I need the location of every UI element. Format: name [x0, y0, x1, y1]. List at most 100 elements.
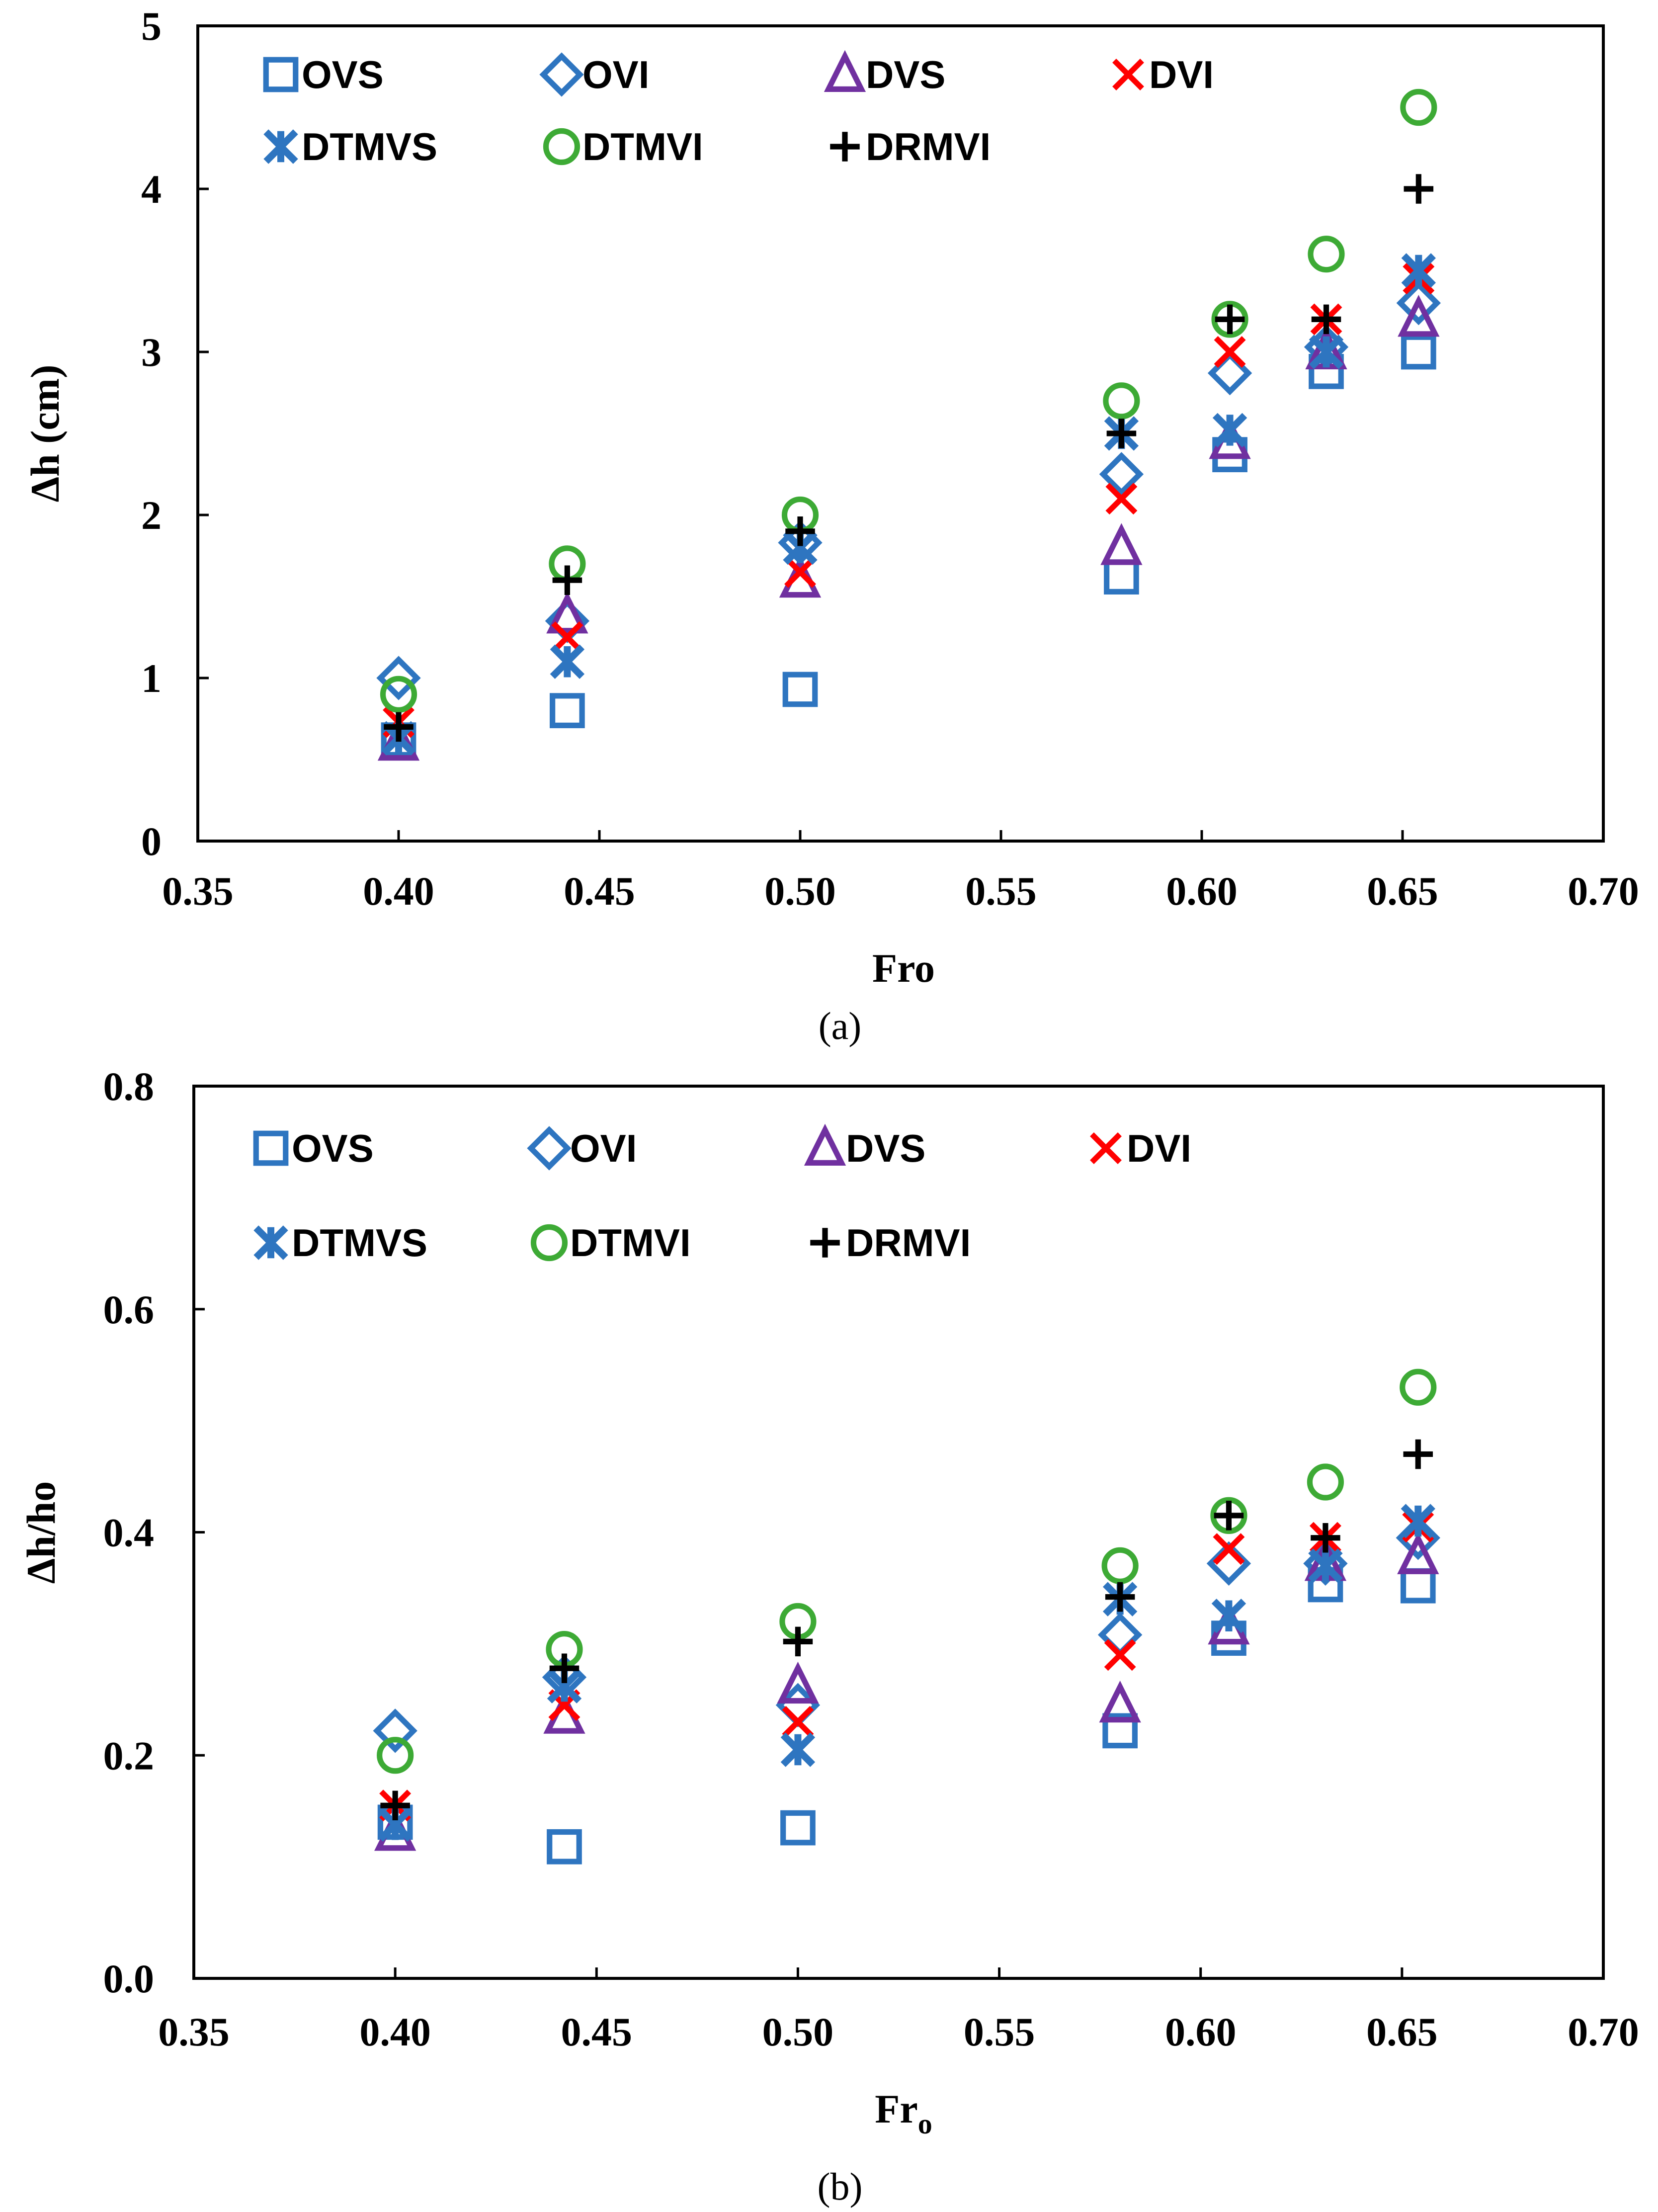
x-axis-title-sub-b: o: [918, 2108, 932, 2140]
y-tick-label-b: 0.2: [103, 1733, 155, 1778]
series-ovs-b: [377, 1567, 1436, 1865]
point-ovi-b: [373, 1708, 417, 1753]
point-ovi-a: [1396, 280, 1441, 326]
point-ovs-b: [1102, 1713, 1138, 1749]
legend-label-dvi-b: DVI: [1127, 1126, 1191, 1170]
point-dvs-a: [377, 718, 420, 761]
point-drmvi-b: [380, 1790, 410, 1820]
point-dvs-b: [1397, 1532, 1439, 1574]
legend-label-drmvi-a: DRMVI: [866, 125, 991, 169]
x-tick-label-b: 0.45: [561, 2009, 633, 2054]
point-ovs-a: [1104, 559, 1139, 595]
y-axis-title-b: Δh/ho: [18, 1481, 64, 1584]
point-dtmvi-a: [1308, 236, 1345, 273]
legend-marker-dtmvi-a: [543, 128, 580, 166]
point-ovi-a: [1207, 350, 1252, 396]
point-dvs-a: [546, 592, 588, 634]
caption-b: (b): [818, 2165, 863, 2208]
legend-marker-drmvi-a: [830, 132, 860, 162]
series-dvs-a: [377, 295, 1440, 761]
point-dtmvs-a: [1401, 253, 1436, 288]
legend-label-ovi-a: OVI: [582, 53, 649, 96]
point-dtmvi-b: [377, 1737, 414, 1774]
point-dtmvs-b: [1401, 1504, 1435, 1538]
point-ovs-b: [780, 1810, 816, 1846]
plot-frame-b: [192, 1085, 1605, 1980]
point-dtmvs-b: [780, 1732, 816, 1767]
point-drmvi-b: [783, 1626, 813, 1657]
legend-marker-ovi-a: [539, 52, 584, 97]
y-tick-label-a: 1: [141, 656, 162, 701]
series-dvi-b: [379, 1511, 1434, 1822]
legend-a: OVS OVI DVS DVI DTMVS DTMVI DRMVI: [263, 50, 1214, 169]
point-ovi-b: [1097, 1613, 1143, 1657]
legend-marker-dvi-b: [1090, 1132, 1122, 1164]
x-tick-label-a: 0.40: [363, 868, 434, 914]
point-dtmvi-a: [1211, 301, 1248, 338]
point-dtmvi-a: [380, 676, 417, 713]
x-tick-label-a: 0.55: [965, 868, 1037, 914]
legend-marker-dtmvs-b: [253, 1225, 288, 1260]
x-tick-label-b: 0.35: [158, 2009, 230, 2054]
x-tick-label-b: 0.55: [964, 2009, 1035, 2054]
series-dvs-b: [374, 1532, 1439, 1851]
point-dvs-a: [779, 555, 822, 598]
x-tick-label-b: 0.70: [1568, 2009, 1639, 2054]
series-ovi-a: [376, 280, 1441, 700]
legend-label-dvs-a: DVS: [866, 53, 945, 96]
legend-label-dvs-b: DVS: [846, 1126, 925, 1170]
point-drmvi-a: [1311, 304, 1341, 335]
y-tick-label-b: 0.4: [103, 1510, 155, 1555]
point-drmvi-a: [1215, 304, 1245, 335]
x-tick-label-a: 0.35: [162, 868, 234, 914]
y-tick-label-b: 0.6: [103, 1287, 155, 1332]
point-drmvi-b: [1214, 1501, 1244, 1531]
legend-label-ovs-a: OVS: [302, 53, 384, 96]
point-dvi-a: [1105, 483, 1138, 515]
point-dvs-a: [1398, 295, 1440, 337]
point-dtmvs-a: [550, 644, 585, 679]
point-dtmvs-a: [1212, 413, 1247, 448]
x-axis-title-a: Fro: [872, 945, 935, 991]
point-dvi-b: [1104, 1639, 1136, 1671]
point-drmvi-a: [785, 516, 815, 546]
chart-b: 0.35 0.40 0.45 0.50 0.55 0.60 0.65 0.70 0.0 0.2 0.…: [18, 1064, 1639, 2208]
legend-label-dtmvs-b: DTMVS: [292, 1221, 427, 1265]
x-tick-label-a: 0.45: [564, 868, 635, 914]
x-tick-label-a: 0.50: [764, 868, 836, 914]
legend-label-dtmvi-a: DTMVI: [582, 125, 703, 169]
legend-marker-dtmvi-b: [530, 1224, 568, 1262]
legend-label-drmvi-b: DRMVI: [846, 1221, 971, 1265]
point-dvi-b: [782, 1705, 814, 1738]
point-ovs-b: [1400, 1568, 1436, 1604]
point-drmvi-a: [1404, 174, 1434, 204]
series-dvi-a: [383, 262, 1435, 738]
x-tick-label-b: 0.60: [1165, 2009, 1237, 2054]
legend-marker-dvs-a: [824, 50, 866, 92]
legend-label-dvi-a: DVI: [1149, 53, 1214, 96]
point-dvs-b: [1099, 1681, 1141, 1723]
series-dtmvs-a: [381, 253, 1436, 756]
point-dtmvs-b: [1308, 1548, 1343, 1583]
legend-label-ovi-b: OVI: [570, 1126, 637, 1170]
y-tick-label-a: 0: [141, 819, 162, 864]
legend-marker-ovs-b: [253, 1130, 289, 1166]
point-dtmvi-a: [1103, 382, 1140, 420]
y-axis-title-a: Δh (cm): [22, 365, 68, 503]
series-dtmvi-b: [377, 1368, 1437, 1774]
legend-marker-dvs-b: [804, 1123, 846, 1166]
y-tick-label-a: 4: [141, 167, 162, 212]
legend-marker-dtmvs-a: [263, 129, 298, 164]
y-tick-label-a: 3: [141, 330, 162, 375]
point-drmvi-a: [384, 712, 414, 742]
point-dtmvi-b: [1400, 1368, 1437, 1406]
series-ovi-b: [373, 1516, 1440, 1753]
x-tick-label-a: 0.65: [1367, 868, 1438, 914]
plot-frame-a: [196, 24, 1605, 843]
point-dvi-a: [784, 556, 816, 588]
legend-marker-dvi-a: [1112, 59, 1144, 90]
chart-a: 0.35 0.40 0.45 0.50 0.55 0.60 0.65 0.70 0 1 2 3 4 5 Fr…: [22, 3, 1639, 1047]
point-ovi-a: [376, 656, 421, 700]
x-tick-label-a: 0.60: [1166, 868, 1238, 914]
point-dtmvi-b: [1210, 1497, 1247, 1534]
